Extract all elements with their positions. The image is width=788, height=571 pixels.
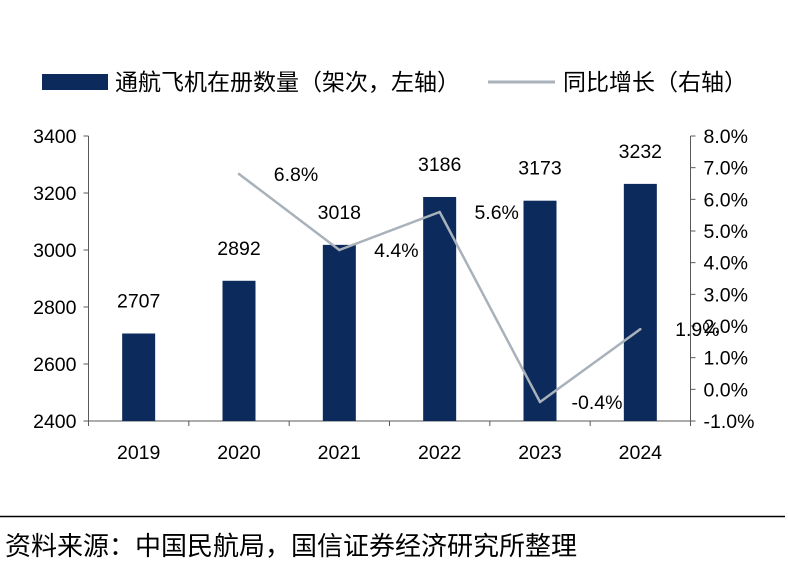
right-axis-tick-label: -1.0% — [704, 411, 755, 433]
left-axis-tick-label: 3000 — [33, 240, 77, 262]
bar-2021 — [322, 244, 356, 421]
growth-label-2023: -0.4% — [572, 392, 623, 414]
right-axis-tick-label: 8.0% — [704, 126, 748, 148]
legend-label-bars: 通航飞机在册数量（架次，左轴） — [115, 69, 460, 95]
axes: 3400 3200 3000 2800 2600 2400 8.0% 7.0% 6.0% 5.0%… — [33, 126, 754, 464]
x-axis-label-2024: 2024 — [619, 442, 663, 464]
right-axis-tick-label: 2.0% — [704, 316, 748, 338]
right-axis-tick-label: 3.0% — [704, 284, 748, 306]
legend-label-line: 同比增长（右轴） — [563, 69, 747, 95]
bar-series — [122, 183, 657, 421]
left-axis-tick-label: 3200 — [33, 183, 77, 205]
growth-line-series — [237, 172, 642, 404]
source-note: 资料来源：中国民航局，国信证券经济研究所整理 — [5, 531, 577, 561]
right-axis-tick-label: 5.0% — [704, 221, 748, 243]
bar-label-2019: 2707 — [117, 291, 160, 313]
bar-label-2023: 3173 — [518, 158, 561, 180]
bar-label-2022: 3186 — [418, 154, 461, 176]
legend: 通航飞机在册数量（架次，左轴） 同比增长（右轴） — [42, 69, 747, 95]
left-axis-tick-label: 2400 — [33, 411, 77, 433]
bar-2020 — [222, 280, 256, 421]
bar-2019 — [122, 333, 156, 421]
growth-label-2024: 1.9% — [675, 319, 719, 341]
bar-2024 — [623, 183, 657, 421]
x-axis-label-2019: 2019 — [117, 442, 160, 464]
left-axis-tick-label: 2800 — [33, 297, 77, 319]
right-axis-tick-label: 6.0% — [704, 189, 748, 211]
legend-item-line: 同比增长（右轴） — [488, 69, 747, 95]
bar-label-2021: 3018 — [318, 202, 361, 224]
right-axis-tick-label: 0.0% — [704, 379, 748, 401]
bar-2022 — [423, 196, 457, 421]
growth-point-2024 — [639, 327, 642, 331]
growth-label-2020: 6.8% — [274, 164, 318, 186]
bar-label-2024: 3232 — [619, 141, 662, 163]
growth-label-2022: 5.6% — [474, 202, 518, 224]
x-axis-label-2021: 2021 — [318, 442, 361, 464]
bar-label-2020: 2892 — [217, 238, 260, 260]
bar-data-labels: 2707 2892 3018 3186 3173 3232 — [117, 141, 662, 313]
growth-point-2021 — [338, 248, 341, 252]
line-data-labels: 6.8% 4.4% 5.6% -0.4% 1.9% — [274, 164, 720, 414]
x-axis-label-2023: 2023 — [518, 442, 561, 464]
growth-label-2021: 4.4% — [374, 240, 418, 262]
x-axis-label-2020: 2020 — [217, 442, 261, 464]
x-axis-label-2022: 2022 — [418, 442, 461, 464]
growth-point-2022 — [438, 210, 441, 214]
left-axis-tick-label: 3400 — [33, 126, 77, 148]
legend-swatch-bars — [42, 74, 108, 90]
bar-2023 — [523, 200, 557, 421]
growth-point-2023 — [538, 400, 542, 404]
growth-point-2020 — [237, 172, 241, 176]
left-axis-tick-label: 2600 — [33, 354, 77, 376]
legend-item-bars: 通航飞机在册数量（架次，左轴） — [42, 69, 460, 95]
right-axis-tick-label: 1.0% — [704, 348, 748, 370]
plot-area: 3400 3200 3000 2800 2600 2400 8.0% 7.0% 6.0% 5.0%… — [33, 126, 754, 464]
right-axis-tick-label: 4.0% — [704, 253, 748, 275]
right-axis-tick-label: 7.0% — [704, 158, 748, 180]
